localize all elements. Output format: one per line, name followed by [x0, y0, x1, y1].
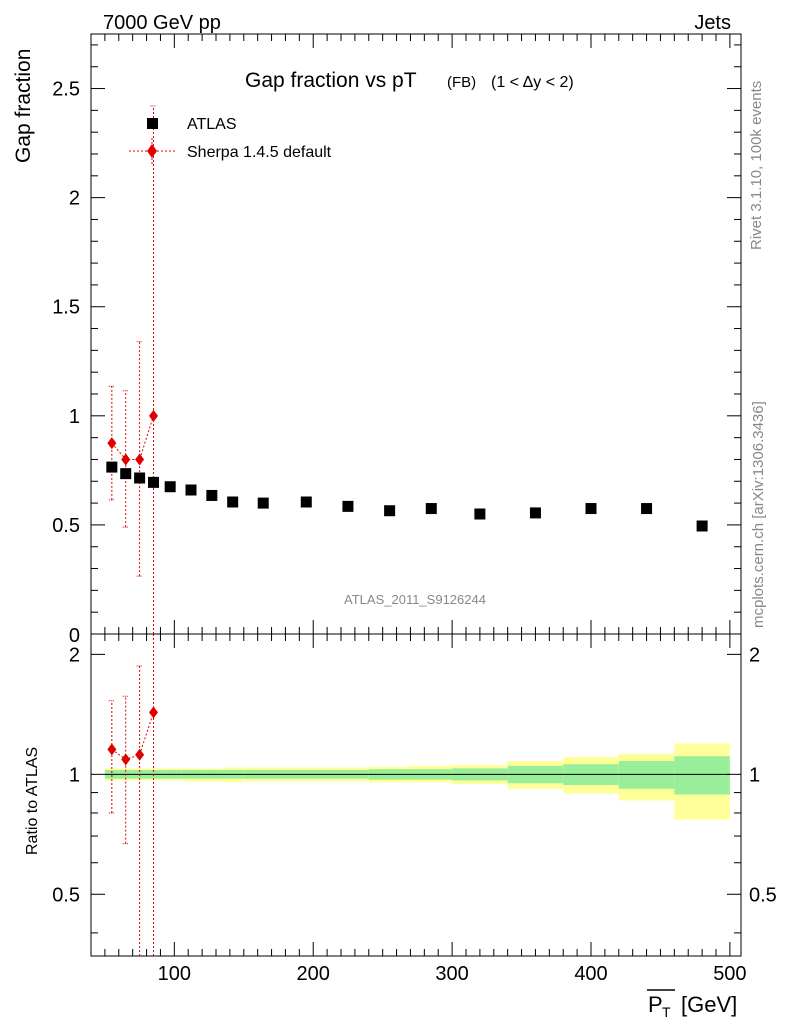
ratio-sherpa-point: [107, 743, 117, 756]
rivet-version-label: Rivet 3.1.10, 100k events: [748, 81, 765, 250]
main-ytick-label: 1.5: [52, 297, 80, 319]
ratio-sherpa-point: [121, 753, 131, 766]
atlas-point: [185, 484, 197, 496]
ratio-sherpa-point: [149, 706, 158, 719]
ratio-sherpa-line: [111, 712, 154, 760]
sherpa-point: [149, 409, 158, 422]
atlas-point: [696, 520, 708, 532]
ratio-sherpa-point: [135, 748, 145, 761]
atlas-point: [425, 503, 437, 515]
legend-atlas-marker: [147, 118, 158, 129]
main-ytick-label-zero: 0: [69, 625, 80, 647]
mcplots-label: mcplots.cern.ch [arXiv:1306.3436]: [750, 401, 767, 628]
sherpa-point: [107, 437, 117, 450]
x-axis-label-unit: [GeV]: [681, 992, 737, 1017]
atlas-point: [342, 500, 354, 512]
main-ytick-label: 2.5: [52, 79, 80, 101]
main-y-axis-label: Gap fraction: [12, 49, 35, 163]
atlas-point: [148, 476, 159, 488]
energy-label: 7000 GeV pp: [103, 12, 221, 34]
ratio-ytick-label-right: 1: [749, 764, 760, 786]
atlas-point: [529, 507, 541, 519]
atlas-point: [120, 468, 132, 480]
atlas-point: [641, 503, 653, 515]
legend-atlas-label: ATLAS: [187, 116, 237, 133]
chart-title: Gap fraction vs pT: [245, 69, 417, 92]
main-ytick-label: 2: [69, 188, 80, 210]
x-axis-label-sub: T: [662, 1004, 671, 1020]
legend: ATLAS Sherpa 1.4.5 default: [129, 116, 332, 164]
main-ytick-label: 1: [69, 406, 80, 428]
atlas-point: [257, 497, 269, 509]
ratio-xtick-label: 500: [713, 963, 746, 985]
ratio-inner-band: [674, 756, 730, 795]
x-axis-label: P T [GeV]: [647, 989, 737, 1020]
legend-sherpa-label: Sherpa 1.4.5 default: [187, 144, 332, 161]
main-ytick-label: 0.5: [52, 515, 80, 537]
sherpa-point: [121, 453, 131, 466]
ratio-ytick-label-left: 2: [69, 644, 80, 666]
sherpa-line: [111, 415, 154, 460]
atlas-point: [384, 505, 396, 517]
atlas-point: [585, 503, 597, 515]
ratio-y-axis-label: Ratio to ATLAS: [24, 747, 41, 855]
analysis-watermark: ATLAS_2011_S9126244: [344, 592, 486, 607]
ratio-xtick-label: 400: [574, 963, 607, 985]
chart-title-range: (1 < Δy < 2): [491, 74, 574, 91]
atlas-point: [106, 461, 118, 473]
category-label: Jets: [694, 12, 731, 34]
ratio-ytick-label-right: 0.5: [749, 884, 777, 906]
x-axis-label-main: P: [648, 992, 663, 1017]
atlas-point: [474, 508, 486, 520]
ratio-ytick-label-left: 1: [69, 764, 80, 786]
ratio-xtick-label: 200: [297, 963, 330, 985]
atlas-point: [206, 489, 218, 501]
ratio-xtick-label: 100: [158, 963, 191, 985]
chart-title-sub: (FB): [447, 74, 476, 91]
ratio-ytick-label-left: 0.5: [52, 884, 80, 906]
atlas-point: [227, 496, 239, 508]
atlas-point: [164, 481, 176, 493]
ratio-panel: 0.5 0.5 1 1 2 2 100 200 300 400 500 Ratio to ATLA…: [24, 633, 777, 1020]
ratio-ytick-label-right: 2: [749, 644, 760, 666]
ratio-xtick-label: 300: [435, 963, 468, 985]
ratio-inner-band: [618, 761, 675, 789]
legend-sherpa-marker: [147, 144, 157, 158]
sherpa-point: [135, 453, 145, 466]
main-panel: 0.5 1 1.5 2 2.5 0 Gap fraction vs pT (FB) (1 …: [12, 33, 742, 647]
ratio-frame: [90, 633, 742, 957]
atlas-point: [300, 496, 312, 508]
atlas-point: [134, 472, 146, 484]
